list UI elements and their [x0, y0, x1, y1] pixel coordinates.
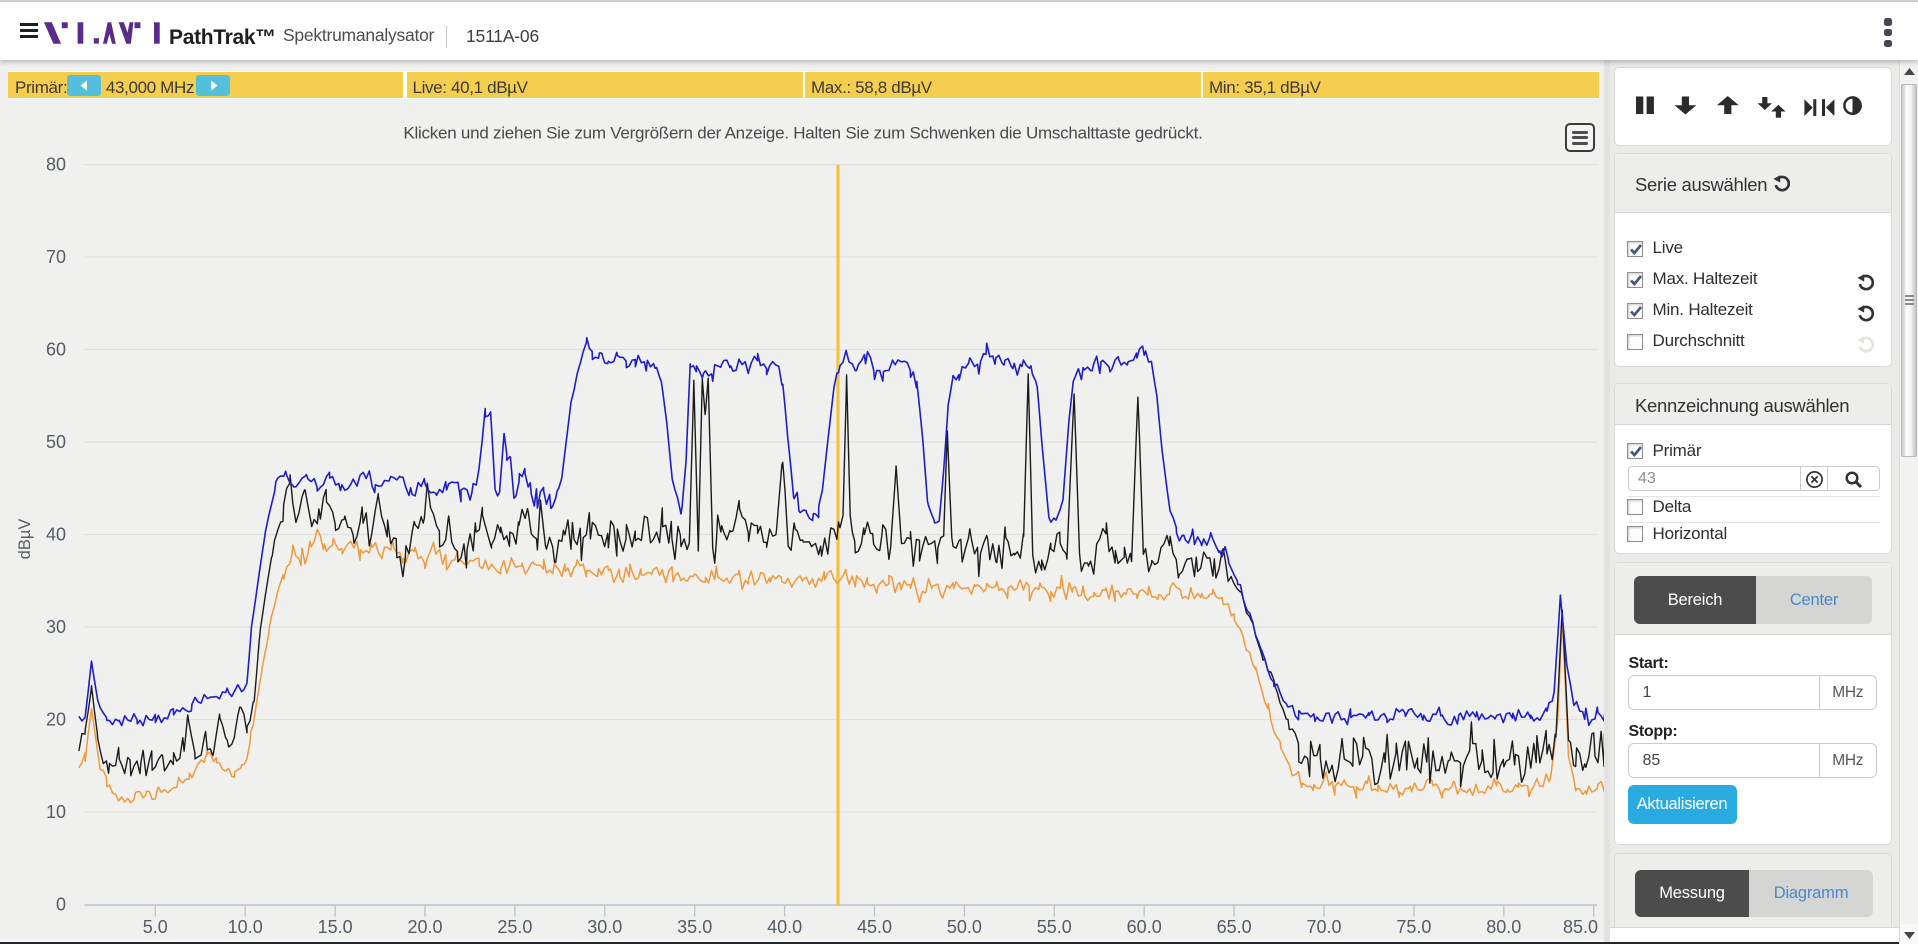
- svg-text:25.0: 25.0: [497, 917, 532, 937]
- svg-text:30.0: 30.0: [587, 917, 622, 937]
- svg-text:dBµV: dBµV: [16, 519, 34, 560]
- svg-text:40: 40: [46, 525, 66, 545]
- svg-text:60: 60: [46, 340, 66, 360]
- svg-text:5.0: 5.0: [143, 917, 168, 937]
- svg-text:80.0: 80.0: [1486, 917, 1521, 937]
- svg-text:50.0: 50.0: [947, 917, 982, 937]
- svg-text:35.0: 35.0: [677, 917, 712, 937]
- svg-text:20.0: 20.0: [407, 917, 442, 937]
- svg-text:50: 50: [46, 432, 66, 452]
- svg-text:70: 70: [46, 247, 66, 267]
- svg-text:15.0: 15.0: [318, 917, 353, 937]
- svg-text:55.0: 55.0: [1037, 917, 1072, 937]
- svg-text:70.0: 70.0: [1306, 917, 1341, 937]
- svg-text:40.0: 40.0: [767, 917, 802, 937]
- svg-text:65.0: 65.0: [1217, 917, 1252, 937]
- svg-text:10.0: 10.0: [228, 917, 263, 937]
- svg-text:10: 10: [46, 802, 66, 822]
- svg-text:45.0: 45.0: [857, 917, 892, 937]
- svg-text:Klicken und ziehen Sie zum Ver: Klicken und ziehen Sie zum Vergrößern de…: [403, 124, 1202, 143]
- svg-text:75.0: 75.0: [1396, 917, 1431, 937]
- svg-text:0: 0: [56, 895, 66, 915]
- svg-text:80: 80: [46, 155, 66, 175]
- svg-text:60.0: 60.0: [1127, 917, 1162, 937]
- svg-text:85.0: 85.0: [1563, 917, 1598, 937]
- svg-text:20: 20: [46, 710, 66, 730]
- svg-text:30: 30: [46, 617, 66, 637]
